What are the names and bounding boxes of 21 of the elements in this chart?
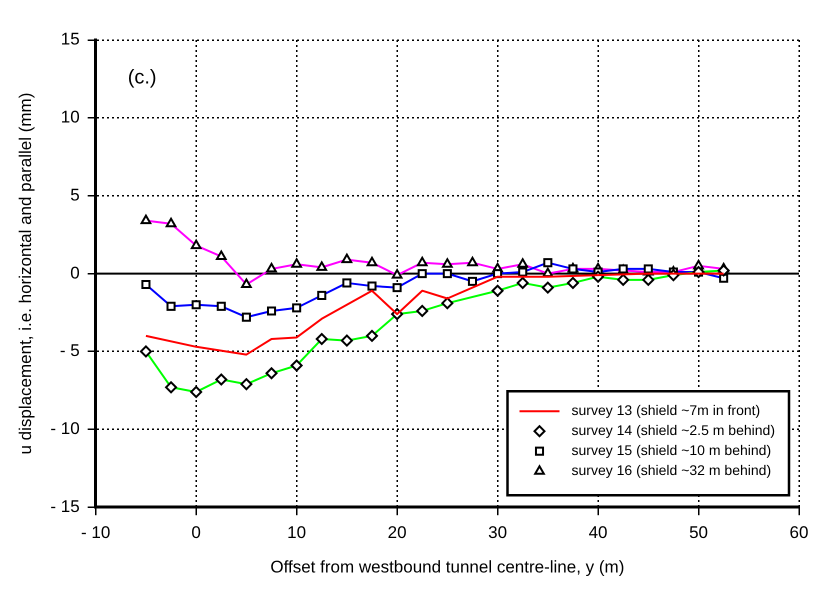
y-axis-title: u displacement, i.e. horizontal and parallel (mm) (16, 92, 35, 455)
x-tick-label: 30 (488, 523, 508, 542)
y-tick-label: 10 (60, 108, 80, 127)
legend-label: survey 13 (shield ~7m in front) (572, 402, 760, 418)
x-tick-label: 20 (388, 523, 407, 542)
y-tick-label: - 15 (50, 496, 80, 516)
legend-label: survey 14 (shield ~2.5 m behind) (572, 422, 775, 438)
y-tick-label: 5 (70, 185, 80, 204)
y-tick-label: - 10 (50, 419, 80, 438)
x-tick-label: 60 (790, 523, 808, 542)
legend-label: survey 15 (shield ~10 m behind) (572, 442, 772, 458)
x-tick-label: 40 (588, 523, 608, 542)
x-tick-label: 0 (191, 523, 201, 542)
x-tick-label: 50 (689, 523, 708, 542)
x-axis-title: Offset from westbound tunnel centre-line, y (m) (270, 557, 624, 576)
annotation: (c.) (128, 66, 157, 89)
y-tick-label: 0 (70, 263, 80, 282)
y-tick-label: 15 (60, 30, 80, 49)
legend-label: survey 16 (shield ~32 m behind) (572, 462, 772, 478)
y-tick-label: - 5 (60, 341, 80, 360)
x-tick-label: 10 (287, 523, 306, 542)
